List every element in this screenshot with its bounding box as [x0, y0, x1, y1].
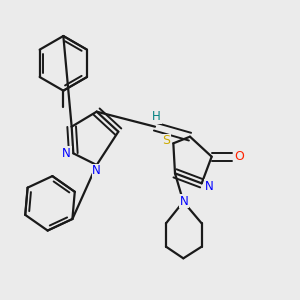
Text: H: H: [152, 110, 161, 123]
Text: N: N: [92, 164, 101, 178]
Text: N: N: [205, 179, 213, 193]
Text: N: N: [62, 147, 71, 160]
Text: O: O: [234, 150, 244, 163]
Text: S: S: [162, 134, 170, 147]
Text: N: N: [180, 194, 188, 208]
